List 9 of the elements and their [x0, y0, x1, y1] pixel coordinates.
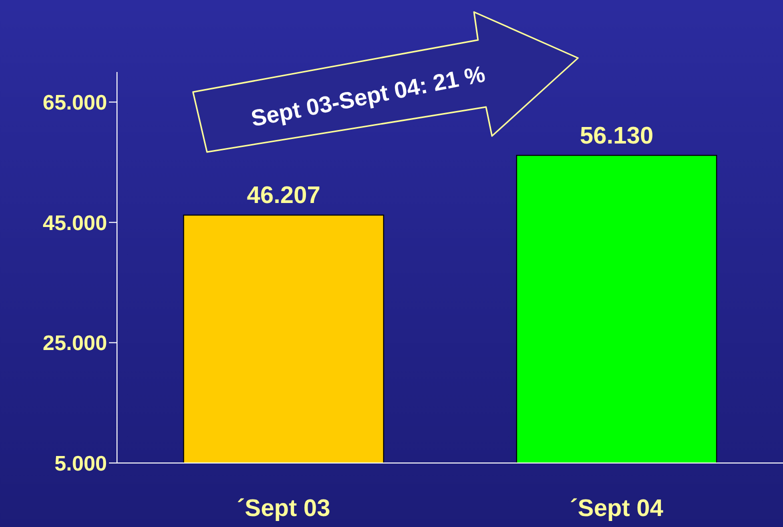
x-tick-label: ´Sept 03	[236, 495, 330, 522]
y-tick-label: 65.000	[42, 92, 107, 115]
data-label: 46.207	[246, 182, 320, 210]
x-tick-label: ´Sept 04	[570, 495, 664, 522]
data-label: 56.130	[580, 122, 654, 150]
annotation: Sept 03-Sept 04: 21 %	[248, 60, 488, 132]
y-tick-label: 25.000	[42, 332, 107, 356]
y-tick-label: 45.000	[42, 212, 107, 235]
y-tick-label: 5.000	[54, 452, 107, 476]
